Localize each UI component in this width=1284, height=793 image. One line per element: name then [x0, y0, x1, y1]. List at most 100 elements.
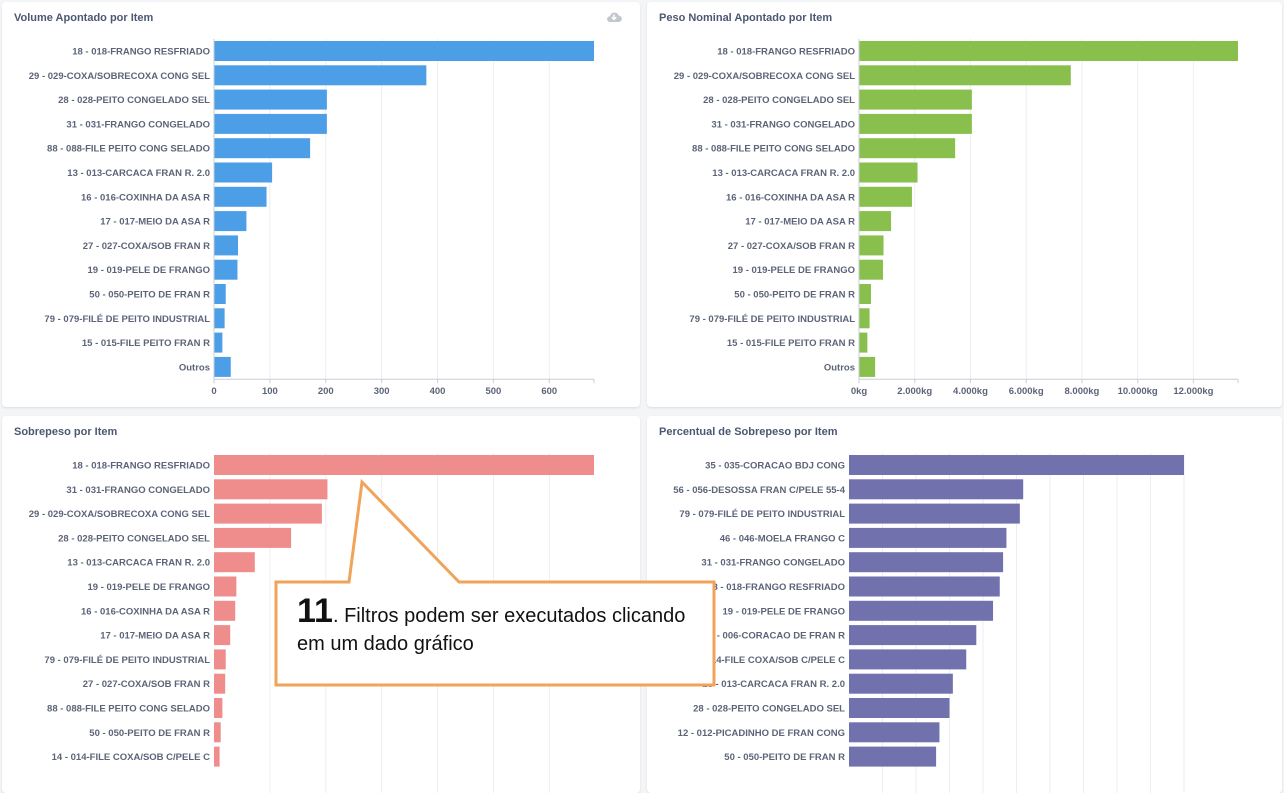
bar[interactable]	[859, 138, 956, 159]
x-tick-label: 0kg	[851, 386, 868, 397]
bar[interactable]	[859, 65, 1071, 86]
category-label: 17 - 017-MEIO DA ASA R	[745, 217, 855, 228]
bar[interactable]	[849, 576, 1000, 597]
bar[interactable]	[214, 600, 236, 621]
bar[interactable]	[214, 332, 223, 353]
bar[interactable]	[214, 89, 327, 110]
bar[interactable]	[859, 211, 892, 232]
bar-chart-peso-nominal[interactable]: 18 - 018-FRANGO RESFRIADO 29 - 029-COXA/S…	[647, 2, 1282, 407]
cloud-download-icon[interactable]	[606, 10, 622, 28]
category-label: 88 - 088-FILE PEITO CONG SELADO	[47, 144, 210, 155]
bar[interactable]	[859, 332, 868, 353]
bar[interactable]	[214, 746, 220, 767]
bar-chart-volume[interactable]: 18 - 018-FRANGO RESFRIADO 29 - 029-COXA/S…	[2, 2, 640, 407]
bar[interactable]	[849, 503, 1020, 524]
bar[interactable]	[214, 186, 267, 207]
bar[interactable]	[214, 235, 239, 256]
bar[interactable]	[214, 113, 327, 134]
bar[interactable]	[849, 625, 977, 646]
category-label: 88 - 088-FILE PEITO CONG SELADO	[692, 144, 855, 155]
category-label: 88 - 088-FILE PEITO CONG SELADO	[47, 704, 210, 715]
bar[interactable]	[849, 527, 1007, 548]
panel-title: Peso Nominal Apontado por Item	[659, 12, 833, 24]
x-tick-label: 300	[374, 386, 390, 397]
bar[interactable]	[214, 455, 594, 475]
bar[interactable]	[859, 113, 972, 134]
bar[interactable]	[849, 746, 937, 767]
callout-number: 11	[297, 592, 333, 630]
category-label: 27 - 027-COXA/SOB FRAN R	[83, 679, 210, 690]
bar[interactable]	[849, 479, 1024, 500]
bar[interactable]	[214, 211, 247, 232]
bar[interactable]	[859, 259, 883, 280]
bar[interactable]	[214, 649, 226, 670]
category-label: 16 - 016-COXINHA DA ASA R	[81, 606, 210, 617]
category-label: 35 - 035-CORACAO BDJ CONG	[705, 461, 845, 472]
bar[interactable]	[849, 649, 967, 670]
bar[interactable]	[859, 89, 972, 110]
x-tick-label: 600	[541, 386, 557, 397]
bar[interactable]	[849, 552, 1004, 573]
bar[interactable]	[214, 625, 231, 646]
category-label: 13 - 013-CARCACA FRAN R. 2.0	[67, 168, 210, 179]
bar[interactable]	[859, 308, 870, 329]
bar[interactable]	[859, 162, 918, 183]
category-label: 31 - 031-FRANGO CONGELADO	[66, 119, 210, 130]
category-label: 31 - 031-FRANGO CONGELADO	[66, 485, 210, 496]
x-tick-label: 6.000kg	[1009, 386, 1044, 397]
category-label: 27 - 027-COXA/SOB FRAN R	[728, 241, 855, 252]
bar[interactable]	[859, 41, 1238, 61]
bar[interactable]	[849, 455, 1184, 475]
bar-chart-percentual-sobrepeso[interactable]: 35 - 035-CORACAO BDJ CONG 56 - 056-DESOSS…	[647, 416, 1282, 793]
bar[interactable]	[859, 235, 884, 256]
category-label: Outros	[179, 362, 210, 373]
category-label: 31 - 031-FRANGO CONGELADO	[701, 558, 845, 569]
category-label: 50 - 050-PEITO DE FRAN R	[89, 290, 210, 301]
bar[interactable]	[214, 698, 223, 718]
bar[interactable]	[214, 479, 328, 500]
category-label: 15 - 015-FILE PEITO FRAN R	[727, 338, 855, 349]
callout-text: 11. Filtros podem ser executados clicand…	[297, 594, 697, 658]
bar[interactable]	[214, 138, 311, 159]
panel-title: Percentual de Sobrepeso por Item	[659, 426, 838, 438]
x-tick-label: 0	[211, 386, 216, 397]
category-label: 79 - 079-FILÉ DE PEITO INDUSTRIAL	[44, 314, 210, 325]
bar[interactable]	[214, 722, 221, 743]
bar[interactable]	[214, 503, 322, 524]
category-label: 29 - 029-COXA/SOBRECOXA CONG SEL	[674, 71, 855, 82]
category-label: 28 - 028-PEITO CONGELADO SEL	[693, 704, 845, 715]
bar[interactable]	[214, 284, 226, 304]
x-tick-label: 12.000kg	[1173, 386, 1213, 397]
bar[interactable]	[859, 186, 912, 207]
bar[interactable]	[849, 722, 940, 743]
bar[interactable]	[859, 284, 871, 304]
category-label: 27 - 027-COXA/SOB FRAN R	[83, 241, 210, 252]
bar[interactable]	[214, 41, 594, 61]
category-label: 14 - 014-FILE COXA/SOB C/PELE C	[52, 752, 211, 763]
category-label: 50 - 050-PEITO DE FRAN R	[724, 752, 845, 763]
bar[interactable]	[849, 600, 994, 621]
category-label: 16 - 016-COXINHA DA ASA R	[726, 192, 855, 203]
category-label: 13 - 013-CARCACA FRAN R. 2.0	[702, 679, 845, 690]
category-label: 19 - 019-PELE DE FRANGO	[723, 606, 845, 617]
bar[interactable]	[859, 356, 876, 377]
category-label: 13 - 013-CARCACA FRAN R. 2.0	[712, 168, 855, 179]
bar[interactable]	[214, 527, 292, 548]
panel-volume-apontado: Volume Apontado por Item 18 - 018-FRANGO…	[2, 2, 640, 407]
bar[interactable]	[214, 65, 427, 86]
bar[interactable]	[214, 552, 255, 573]
bar[interactable]	[214, 576, 237, 597]
bar[interactable]	[849, 673, 953, 694]
bar[interactable]	[214, 162, 273, 183]
bar[interactable]	[214, 308, 225, 329]
panel-peso-nominal: Peso Nominal Apontado por Item 18 - 018-…	[647, 2, 1282, 407]
category-label: 6 - 006-CORACAO DE FRAN R	[709, 631, 845, 642]
category-label: 28 - 028-PEITO CONGELADO SEL	[703, 95, 855, 106]
bar[interactable]	[214, 673, 226, 694]
bar[interactable]	[849, 698, 950, 718]
bar-chart-sobrepeso[interactable]: 18 - 018-FRANGO RESFRIADO 31 - 031-FRANGO…	[2, 416, 640, 793]
bar[interactable]	[214, 356, 231, 377]
x-tick-label: 8.000kg	[1065, 386, 1100, 397]
bar[interactable]	[214, 259, 238, 280]
panel-title: Volume Apontado por Item	[14, 12, 154, 24]
